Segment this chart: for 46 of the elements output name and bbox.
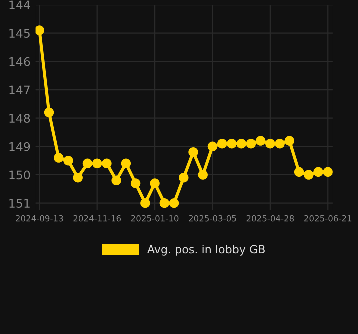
point [198, 170, 208, 180]
point [160, 198, 170, 208]
point [246, 138, 256, 149]
point [112, 176, 122, 186]
point [102, 158, 112, 169]
point [140, 198, 150, 208]
y-tick-label: 150 [10, 170, 30, 180]
point [150, 178, 160, 188]
point [169, 198, 180, 208]
point [256, 136, 266, 146]
x-tick-label: 2025-04-28 [246, 215, 294, 222]
point [130, 178, 141, 188]
x-tick-label: 2025-01-10 [131, 215, 179, 222]
point [266, 138, 276, 149]
point [92, 158, 102, 169]
point [217, 138, 228, 149]
point [323, 167, 333, 178]
point [304, 170, 314, 180]
point [294, 167, 304, 178]
y-tick-label: 147 [10, 86, 30, 94]
point [64, 156, 74, 166]
point [36, 26, 45, 36]
point [275, 138, 285, 149]
y-tick-label: 145 [10, 29, 30, 38]
x-tick-label: 2024-09-13 [16, 215, 64, 222]
legend-label: Avg. pos. in lobby GB [148, 245, 265, 256]
point [121, 158, 132, 169]
point [54, 153, 64, 163]
y-tick-label: 144 [10, 0, 30, 10]
x-tick-label: 2025-06-21 [304, 215, 352, 222]
point [208, 142, 218, 152]
point [82, 158, 93, 169]
point [227, 138, 237, 149]
point [73, 172, 83, 183]
x-tick-label: 2024-11-16 [74, 215, 122, 222]
x-tick-label: 2025-03-05 [189, 215, 236, 222]
y-tick-label: 149 [10, 142, 30, 152]
point [179, 172, 189, 183]
point [44, 108, 54, 118]
point [236, 138, 246, 149]
y-tick-label: 146 [10, 57, 30, 66]
point [188, 147, 198, 158]
y-tick-label: 151 [10, 199, 30, 208]
point [314, 167, 324, 178]
point [284, 136, 295, 146]
y-tick-label: 148 [10, 114, 30, 123]
